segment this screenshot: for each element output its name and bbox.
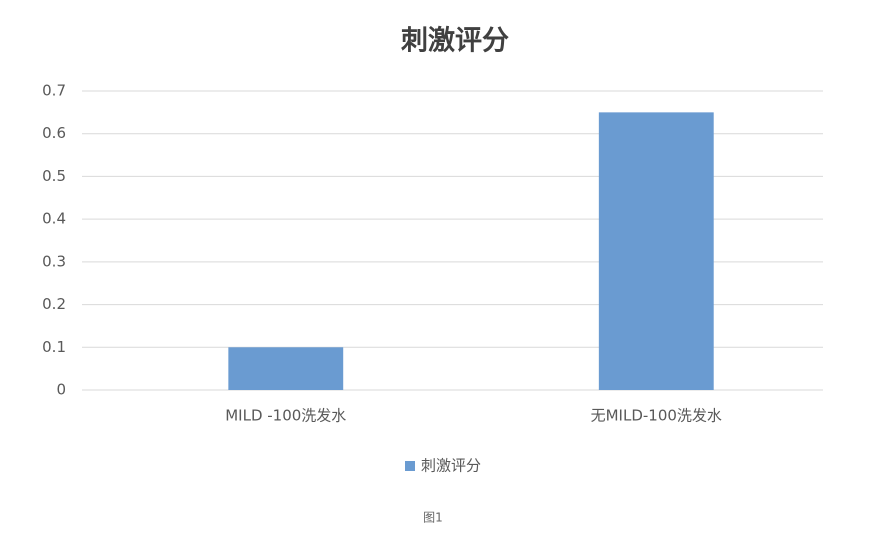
chart-title: 刺激评分: [401, 25, 509, 57]
y-tick-label: 0.5: [42, 167, 66, 185]
y-tick-label: 0.7: [42, 82, 66, 100]
y-tick-label: 0.3: [42, 252, 66, 270]
y-tick-label: 0.2: [42, 295, 66, 313]
bar: [598, 112, 714, 390]
x-tick-label: MILD -100洗发水: [225, 407, 346, 425]
y-tick-label: 0.6: [42, 124, 66, 142]
x-tick-label: 无MILD-100洗发水: [591, 407, 722, 425]
caption: 图1: [423, 511, 443, 525]
y-tick-label: 0.1: [42, 338, 66, 356]
legend-label: 刺激评分: [421, 457, 481, 475]
legend-swatch: [405, 461, 415, 471]
y-tick-label: 0.4: [42, 210, 66, 228]
y-tick-label: 0: [56, 381, 66, 399]
bar: [228, 347, 344, 390]
